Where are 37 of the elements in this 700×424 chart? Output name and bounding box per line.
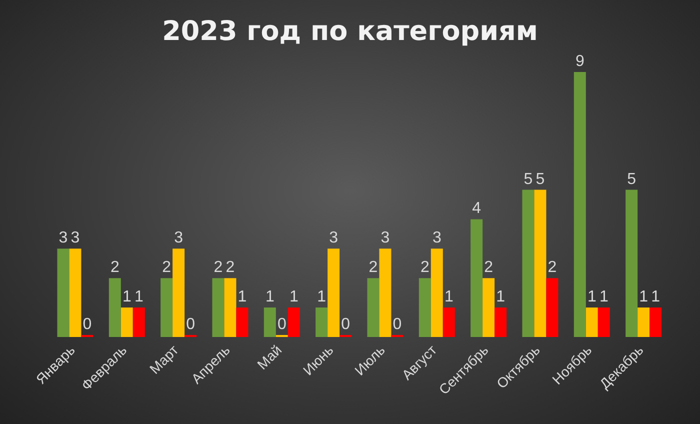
data-label: 1 bbox=[444, 288, 454, 306]
data-label: 1 bbox=[599, 288, 608, 306]
data-label: 1 bbox=[496, 288, 506, 306]
data-label: 2 bbox=[214, 259, 223, 276]
data-label: 4 bbox=[472, 200, 482, 218]
data-label: 1 bbox=[587, 288, 596, 306]
data-label: 3 bbox=[329, 230, 338, 247]
data-label: 0 bbox=[392, 316, 402, 333]
data-label: 5 bbox=[536, 170, 545, 188]
data-label: 2 bbox=[226, 259, 235, 276]
data-label: 2 bbox=[548, 259, 557, 276]
data-label: 0 bbox=[82, 316, 92, 333]
chart-title: 2023 год по категориям bbox=[161, 16, 539, 47]
data-label: 2 bbox=[420, 259, 430, 276]
data-label: 1 bbox=[122, 288, 132, 306]
data-label: 0 bbox=[186, 316, 196, 333]
data-label: 3 bbox=[432, 230, 442, 247]
data-label: 0 bbox=[341, 316, 350, 333]
data-label: 2 bbox=[110, 259, 120, 276]
data-label: 2 bbox=[162, 259, 172, 276]
data-label: 9 bbox=[575, 53, 584, 70]
data-label: 1 bbox=[289, 288, 298, 306]
data-label: 1 bbox=[238, 288, 247, 306]
data-label: 5 bbox=[524, 170, 533, 188]
data-label: 0 bbox=[277, 316, 286, 333]
data-label: 3 bbox=[70, 230, 80, 247]
data-label: 1 bbox=[265, 288, 274, 306]
data-label: 2 bbox=[368, 259, 378, 276]
data-label: 3 bbox=[58, 230, 68, 247]
data-label: 1 bbox=[317, 288, 326, 306]
data-label: 1 bbox=[134, 288, 144, 306]
data-label: 3 bbox=[380, 230, 390, 247]
data-label: 2 bbox=[484, 259, 494, 276]
data-label: 5 bbox=[627, 170, 636, 188]
data-label: 1 bbox=[651, 288, 660, 306]
data-label: 1 bbox=[639, 288, 648, 306]
data-label: 3 bbox=[174, 230, 184, 247]
